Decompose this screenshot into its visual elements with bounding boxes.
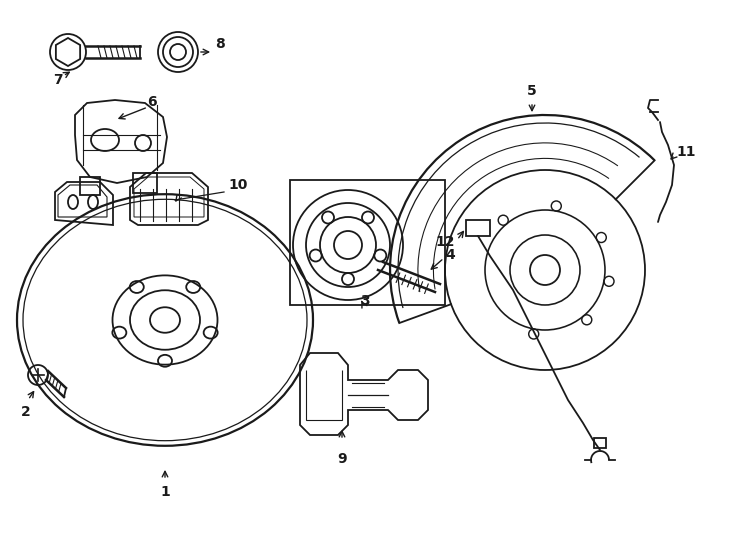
Text: 1: 1 — [160, 485, 170, 499]
Bar — [290, 180, 445, 305]
Text: 7: 7 — [53, 73, 63, 87]
Text: 3: 3 — [360, 294, 370, 308]
Text: 6: 6 — [148, 95, 157, 109]
Text: 11: 11 — [676, 145, 696, 159]
Text: 2: 2 — [21, 405, 31, 419]
Text: 4: 4 — [445, 248, 455, 262]
Text: 10: 10 — [228, 178, 247, 192]
Text: 12: 12 — [435, 235, 455, 249]
Text: 9: 9 — [337, 452, 346, 466]
Bar — [594, 438, 606, 448]
Bar — [466, 220, 490, 236]
Text: 8: 8 — [215, 37, 225, 51]
Text: 5: 5 — [527, 84, 537, 98]
